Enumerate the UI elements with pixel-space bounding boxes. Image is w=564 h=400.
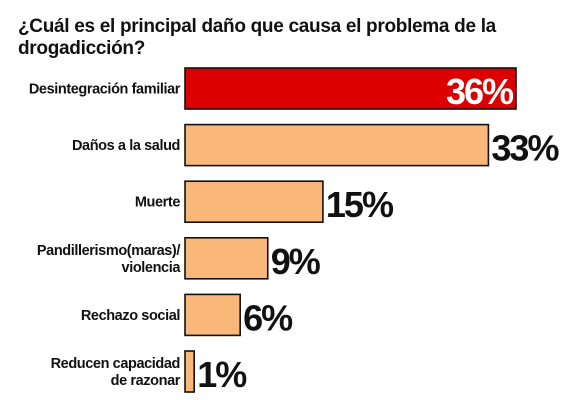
category-label-0: Desintegración familiar: [29, 82, 181, 98]
category-label-5: Reducen capacidad de razonar: [51, 356, 181, 389]
category-label-line: Rechazo social: [81, 308, 180, 324]
category-label-1: Daños a la salud: [72, 138, 180, 154]
chart-title: ¿Cuál es el principal daño que causa el …: [18, 16, 496, 59]
category-label-line: Daños a la salud: [72, 138, 180, 154]
category-label-2: Muerte: [135, 195, 180, 211]
value-label-5: 1%: [197, 354, 247, 395]
value-label-4: 6%: [243, 297, 293, 338]
value-label-1: 33%: [491, 128, 559, 169]
category-label-line: violencia: [122, 260, 182, 276]
value-label-3: 9%: [271, 241, 321, 282]
category-label-3: Pandillerismo(maras)/violencia: [37, 243, 181, 276]
bar-1: [184, 123, 490, 167]
value-label-0: 36%: [446, 71, 514, 112]
category-label-line: Muerte: [135, 195, 180, 211]
category-label-line: Desintegración familiar: [29, 82, 181, 98]
bars-layer: [184, 67, 517, 393]
category-labels: Desintegración familiar Daños a la salud M…: [29, 82, 182, 390]
bar-4: [184, 293, 241, 337]
category-label-line: Reducen capacidad: [51, 356, 180, 372]
category-label-line: de razonar: [111, 373, 181, 389]
bar-3: [184, 237, 269, 280]
value-label-2: 15%: [326, 184, 394, 225]
category-label-4: Rechazo social: [81, 308, 180, 324]
bar-5: [184, 350, 195, 393]
value-labels: 36% 33% 15%9% 6% 1%: [197, 71, 561, 395]
bar-2: [184, 180, 324, 223]
category-label-line: Pandillerismo(maras)/: [37, 243, 180, 259]
bar-0: [184, 67, 517, 110]
